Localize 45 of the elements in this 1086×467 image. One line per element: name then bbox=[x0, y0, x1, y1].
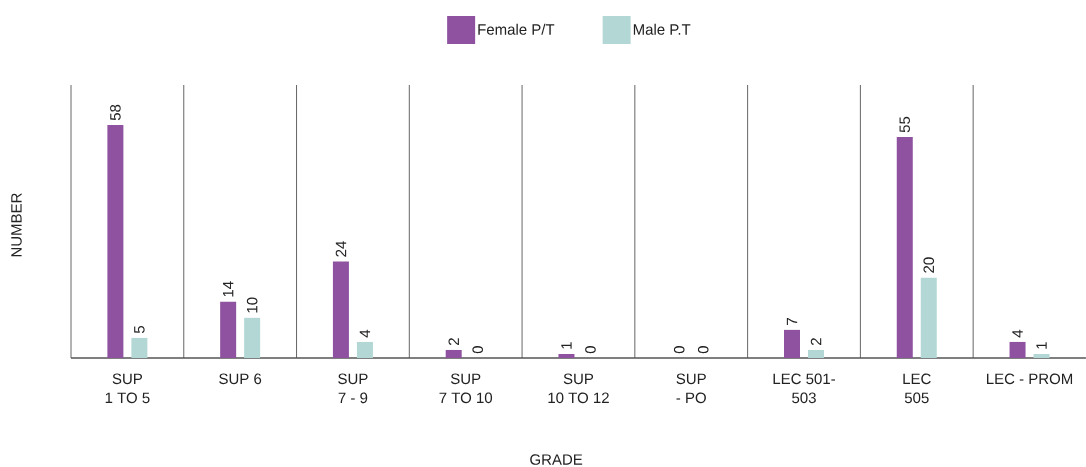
data-label: 24 bbox=[335, 241, 347, 257]
bar bbox=[920, 277, 937, 358]
bar bbox=[807, 349, 824, 358]
data-label: 10 bbox=[246, 297, 258, 313]
data-label: 1 bbox=[1036, 342, 1047, 349]
data-label: 1 bbox=[561, 342, 572, 349]
bar bbox=[896, 137, 913, 358]
data-label: 0 bbox=[697, 346, 709, 354]
bar bbox=[558, 353, 575, 358]
y-axis-title: NUMBER bbox=[11, 193, 22, 257]
data-label: 14 bbox=[223, 281, 234, 297]
x-tick-label: SUP 7 - 9 bbox=[338, 373, 368, 404]
x-axis-title: GRADE bbox=[530, 454, 583, 465]
data-label: 58 bbox=[110, 104, 121, 121]
data-label: 0 bbox=[585, 346, 596, 354]
bar bbox=[220, 301, 237, 358]
bar bbox=[445, 349, 462, 358]
data-label: 0 bbox=[472, 346, 483, 354]
bar bbox=[244, 317, 261, 358]
x-tick-label: SUP 6 bbox=[219, 373, 262, 385]
x-tick-label: SUP - PO bbox=[676, 373, 706, 404]
x-tick-label: LEC 501- 503 bbox=[773, 373, 835, 404]
data-label: 4 bbox=[359, 329, 371, 338]
data-label: 7 bbox=[786, 318, 798, 325]
data-label: 20 bbox=[923, 257, 935, 273]
bar bbox=[1009, 341, 1026, 358]
data-label: 4 bbox=[1012, 329, 1023, 338]
x-tick-label: LEC 505 bbox=[903, 373, 931, 404]
x-tick-label: LEC - PROM bbox=[987, 373, 1073, 385]
data-label: 2 bbox=[448, 338, 459, 346]
data-label: 5 bbox=[134, 326, 145, 334]
bar bbox=[131, 337, 148, 358]
bar bbox=[356, 341, 373, 358]
bar bbox=[107, 125, 124, 358]
legend-label: Female P/T bbox=[478, 23, 555, 35]
bar bbox=[332, 261, 349, 358]
x-tick-label: SUP 7 TO 10 bbox=[439, 373, 493, 404]
data-label: 0 bbox=[673, 346, 685, 354]
x-tick-label: SUP 1 TO 5 bbox=[105, 373, 150, 404]
legend-label: Male P.T bbox=[633, 23, 691, 35]
data-label: 2 bbox=[810, 338, 822, 346]
bar bbox=[1033, 353, 1050, 358]
bar bbox=[783, 329, 800, 358]
x-tick-label: SUP 10 TO 12 bbox=[548, 373, 609, 404]
data-label: 55 bbox=[899, 116, 910, 133]
